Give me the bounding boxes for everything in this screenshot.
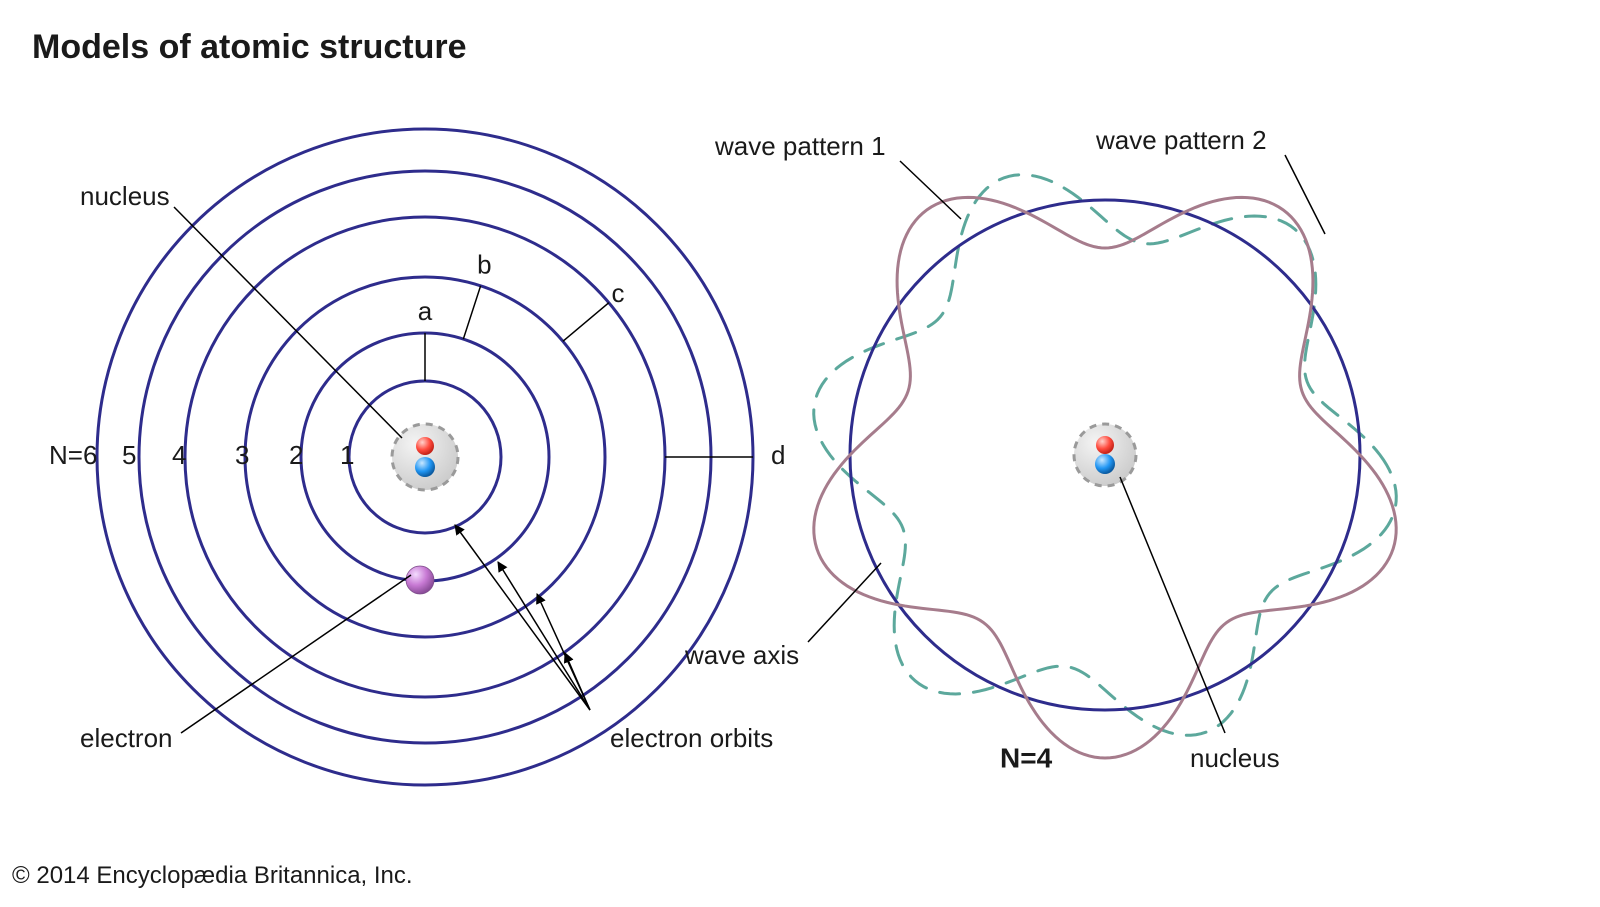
gap-label-d: d	[771, 440, 785, 470]
orbit-label-n2: 2	[289, 440, 303, 470]
gap-line-c	[563, 303, 609, 342]
proton	[416, 437, 434, 455]
label-electron-orbits: electron orbits	[610, 723, 773, 753]
electron-particle	[406, 566, 434, 594]
neutron	[415, 457, 435, 477]
diagram-canvas: N=6 5 4 3 2 1 a b c d nucleus electron electron orbi…	[0, 0, 1600, 907]
wave-model-diagram: N=4 wave pattern 1 wave pattern 2 wave axis…	[684, 125, 1396, 774]
neutron-right	[1095, 454, 1115, 474]
callout-arrow-orbits-0	[455, 525, 590, 710]
callout-line-wave-pattern-1	[900, 161, 961, 219]
callout-line-electron	[181, 575, 411, 733]
callout-arrow-orbits-1	[498, 562, 590, 710]
n-equals-4-label: N=4	[1000, 742, 1053, 773]
label-nucleus-right: nucleus	[1190, 743, 1280, 773]
label-nucleus: nucleus	[80, 181, 170, 211]
callout-line-nucleus-right	[1120, 477, 1225, 733]
callout-line-wave-pattern-2	[1285, 155, 1325, 234]
gap-label-c: c	[612, 278, 625, 308]
gap-label-a: a	[418, 296, 433, 326]
gap-line-b	[463, 286, 480, 339]
orbit-label-n4: 4	[172, 440, 186, 470]
orbit-label-n1: 1	[340, 440, 354, 470]
label-wave-pattern-1: wave pattern 1	[714, 131, 886, 161]
orbit-label-n6: N=6	[49, 440, 97, 470]
gap-label-b: b	[477, 249, 491, 279]
orbit-label-n5: 5	[122, 440, 136, 470]
label-electron: electron	[80, 723, 173, 753]
bohr-model-diagram: N=6 5 4 3 2 1 a b c d nucleus electron electron orbi…	[49, 129, 785, 785]
proton-right	[1096, 436, 1114, 454]
callout-line-nucleus	[174, 207, 402, 438]
label-wave-pattern-2: wave pattern 2	[1095, 125, 1267, 155]
callout-line-wave-axis	[808, 563, 881, 642]
label-wave-axis: wave axis	[684, 640, 799, 670]
orbit-label-n3: 3	[235, 440, 249, 470]
